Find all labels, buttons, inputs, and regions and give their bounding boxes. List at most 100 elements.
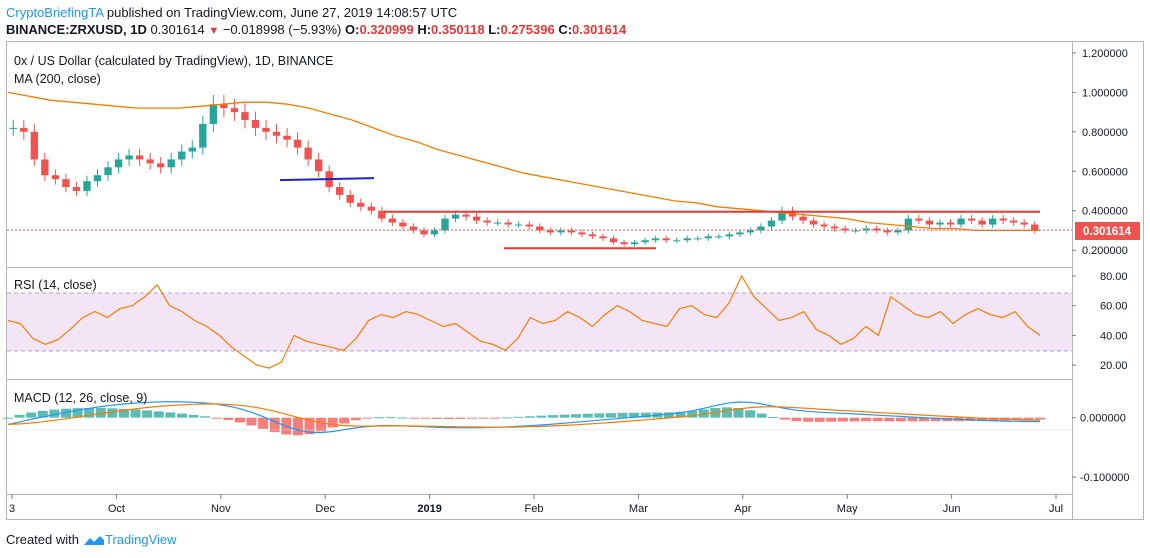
candle-body <box>883 230 891 233</box>
time-tick-label: Apr <box>734 503 751 515</box>
macd-hist-bar <box>490 417 501 419</box>
candle-body <box>304 147 312 160</box>
time-tick-label: Jul <box>1049 503 1063 515</box>
macd-hist-bar <box>826 417 837 422</box>
candle-body <box>662 238 670 241</box>
candle-body <box>694 238 702 240</box>
price-change: −0.018998 (−5.93%) <box>222 22 342 37</box>
macd-hist-bar <box>478 417 489 419</box>
candle-body <box>630 242 639 245</box>
candle-body <box>20 127 28 132</box>
macd-histogram <box>3 407 1045 436</box>
time-tick-label: 2019 <box>417 503 441 515</box>
author-link[interactable]: CryptoBriefingTA <box>6 5 104 20</box>
macd-hist-bar <box>605 413 616 418</box>
candle-body <box>725 234 734 237</box>
high-value: 0.350118 <box>431 22 485 37</box>
macd-hist-bar <box>907 417 918 422</box>
candle-body <box>799 216 807 221</box>
macd-hist-bar <box>582 413 593 418</box>
candle-body <box>525 224 533 227</box>
candle-body <box>283 135 291 140</box>
candle-body <box>51 175 60 180</box>
candle-body <box>809 220 818 225</box>
price-tick-label: 1.000000 <box>1082 87 1128 99</box>
candle-body <box>135 155 144 160</box>
candle-body <box>493 222 502 224</box>
price-tick-label: 0.200000 <box>1082 245 1128 257</box>
down-arrow-icon: ▼ <box>208 25 220 37</box>
candle-body <box>852 230 860 232</box>
rsi-tick-label: 80.00 <box>1100 271 1128 283</box>
candle-body <box>93 175 102 182</box>
time-tick-label: Nov <box>211 503 231 515</box>
price-pane[interactable] <box>6 41 1073 268</box>
macd-hist-bar <box>791 417 802 422</box>
macd-hist-bar <box>223 417 234 420</box>
macd-hist-bar <box>153 411 164 418</box>
candle-body <box>346 194 354 203</box>
ma-legend: MA (200, close) <box>14 72 101 86</box>
macd-hist-bar <box>640 412 651 418</box>
macd-hist-bar <box>594 413 605 418</box>
candle-body <box>894 230 902 233</box>
macd-hist-bar <box>49 409 60 418</box>
last-price-badge-text: 0.301614 <box>1083 226 1132 238</box>
macd-line <box>7 401 1041 434</box>
candle-body <box>546 230 555 233</box>
blue-trendline <box>279 177 375 182</box>
macd-hist-bar <box>733 408 744 418</box>
candle-body <box>967 218 976 221</box>
candle-body <box>157 163 165 168</box>
candle-body <box>441 218 449 231</box>
rsi-legend: RSI (14, close) <box>14 278 97 292</box>
candle-body <box>988 218 997 225</box>
candle-body <box>1020 222 1028 225</box>
macd-hist-bar <box>1011 417 1022 421</box>
candle-body <box>599 236 607 239</box>
price-tick-label: 0.400000 <box>1082 206 1128 218</box>
macd-hist-bar <box>316 417 327 432</box>
publish-line: CryptoBriefingTA published on TradingVie… <box>6 5 457 20</box>
candle-body <box>757 226 765 231</box>
candle-body <box>430 230 439 235</box>
time-tick-label: May <box>837 503 858 515</box>
low-value: 0.275396 <box>500 22 555 37</box>
candle-body <box>451 214 460 219</box>
macd-hist-bar <box>211 417 222 419</box>
symbol-name: BINANCE:ZRXUSD, 1D <box>6 22 147 37</box>
candle-body <box>767 220 776 227</box>
candle-body <box>188 147 196 152</box>
macd-hist-bar <box>165 412 176 418</box>
candle-body <box>515 224 523 226</box>
time-tick-label: Mar <box>629 503 648 515</box>
tradingview-brand: TradingView <box>104 532 177 547</box>
macd-hist-bar <box>258 417 269 429</box>
time-tick-label: Dec <box>315 503 335 515</box>
candle-body <box>673 240 681 242</box>
candle-body <box>357 202 365 207</box>
macd-hist-bar <box>385 417 396 419</box>
macd-axis-ticks: 0.000000 -0.100000 <box>1072 413 1130 484</box>
candle-body <box>83 181 91 191</box>
last-price: 0.301614 <box>150 22 205 37</box>
macd-hist-bar <box>536 415 547 418</box>
candle-body <box>946 222 955 225</box>
macd-pane[interactable] <box>6 379 1073 495</box>
candle-body <box>30 131 39 160</box>
macd-hist-bar <box>374 417 385 419</box>
low-label: L: <box>488 22 501 37</box>
price-tick-label: 0.600000 <box>1082 166 1128 178</box>
candle-body <box>588 234 597 237</box>
candle-body <box>483 220 491 223</box>
candle-body <box>178 151 186 160</box>
macd-hist-bar <box>234 417 245 423</box>
candle-body <box>704 236 712 239</box>
candle-body <box>609 238 618 243</box>
tradingview-link[interactable]: TradingView <box>83 532 177 547</box>
candle-body <box>915 218 923 221</box>
macd-hist-bar <box>362 417 373 419</box>
macd-hist-bar <box>930 417 941 422</box>
open-label: O: <box>345 22 360 37</box>
